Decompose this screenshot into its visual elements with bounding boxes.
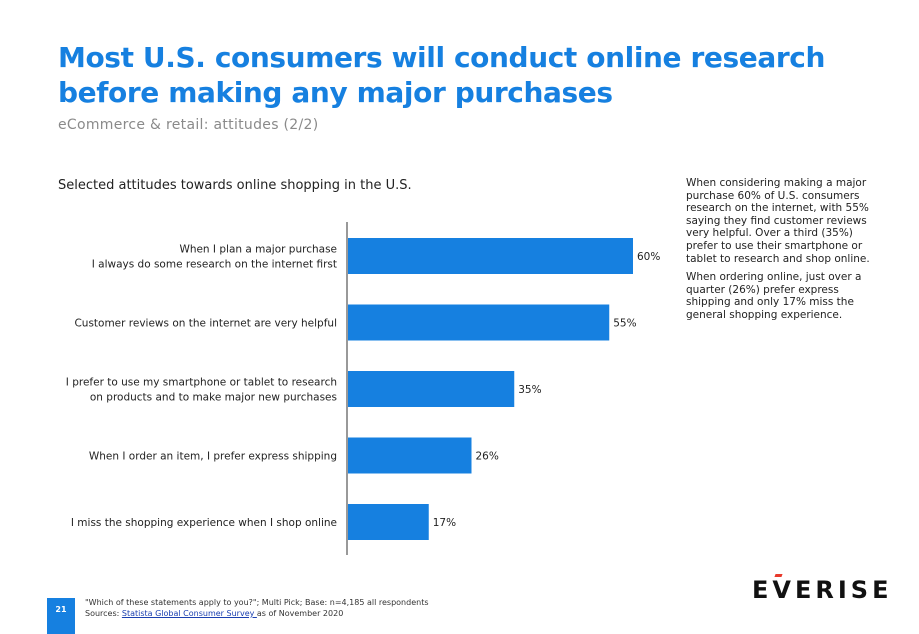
bar-4: [348, 437, 472, 474]
page-number: 21: [55, 605, 67, 614]
logo-letter-v: V: [772, 576, 795, 604]
bar-5: [348, 504, 429, 540]
page-subtitle: eCommerce & retail: attitudes (2/2): [58, 117, 319, 133]
category-label-3: I prefer to use my smartphone or tablet …: [66, 377, 337, 404]
category-label-1: When I plan a major purchase I always do …: [92, 244, 337, 271]
category-label-1-line-2: I always do some research on the interne…: [92, 259, 337, 271]
sources-prefix: Sources:: [85, 609, 122, 618]
everise-logo: EVERISE: [752, 576, 892, 604]
sources-suffix: as of November 2020: [256, 609, 344, 618]
page-title-line-2: before making any major purchases: [58, 76, 613, 109]
side-commentary: When considering making a major purchase…: [686, 177, 871, 328]
footnote-sources: Sources: Statista Global Consumer Survey…: [85, 608, 429, 619]
data-label-1: 60%: [637, 251, 660, 263]
footnote-question: "Which of these statements apply to you?…: [85, 598, 429, 607]
category-label-2-line-1: Customer reviews on the internet are ver…: [74, 318, 337, 330]
page-title: Most U.S. consumers will conduct online …: [58, 40, 838, 110]
data-label-4: 26%: [476, 451, 499, 463]
page-number-badge: 21: [47, 598, 75, 634]
page-title-line-1: Most U.S. consumers will conduct online …: [58, 41, 825, 74]
category-label-1-line-1: When I plan a major purchase: [179, 244, 337, 256]
commentary-paragraph-1: When considering making a major purchase…: [686, 177, 870, 265]
category-label-5: I miss the shopping experience when I sh…: [71, 517, 337, 529]
category-label-4: When I order an item, I prefer express s…: [89, 451, 337, 463]
category-label-3-line-1: I prefer to use my smartphone or tablet …: [66, 377, 337, 389]
category-label-4-line-1: When I order an item, I prefer express s…: [89, 451, 337, 463]
category-label-3-line-2: on products and to make major new purcha…: [90, 392, 337, 404]
chart-title: Selected attitudes towards online shoppi…: [58, 178, 412, 193]
category-label-5-line-1: I miss the shopping experience when I sh…: [71, 517, 337, 529]
data-label-5: 17%: [433, 517, 456, 529]
bar-1: [348, 238, 633, 274]
data-label-3: 35%: [518, 384, 541, 396]
logo-letters-rest: ERISE: [794, 576, 893, 604]
data-label-2: 55%: [613, 318, 636, 330]
bar-2: [348, 304, 610, 341]
sources-link[interactable]: Statista Global Consumer Survey: [121, 609, 257, 618]
commentary-paragraph-2: When ordering online, just over a quarte…: [686, 271, 862, 321]
logo-letter-e: E: [752, 576, 773, 604]
bar-3: [348, 371, 515, 407]
footnote: "Which of these statements apply to you?…: [85, 597, 429, 619]
category-label-2: Customer reviews on the internet are ver…: [74, 318, 337, 330]
